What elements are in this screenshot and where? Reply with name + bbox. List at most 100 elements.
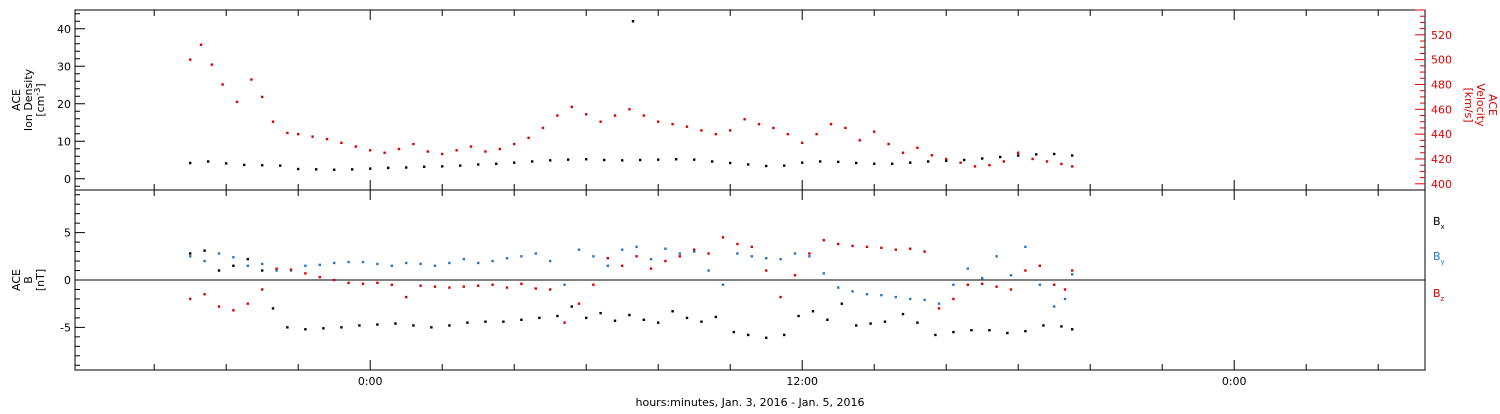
bx-point	[585, 316, 588, 320]
density-point	[549, 159, 552, 162]
bx-point	[520, 318, 523, 321]
bx-point	[797, 314, 800, 318]
velocity-point	[829, 123, 833, 126]
velocity-point	[1002, 160, 1005, 163]
bx-point	[1042, 324, 1045, 327]
velocity-point	[469, 145, 473, 148]
density-point	[441, 165, 444, 168]
bz-point	[981, 282, 984, 285]
bz-point	[808, 252, 811, 255]
bx-point	[783, 333, 786, 337]
velocity-point	[757, 123, 761, 126]
density-unit-label: [cm	[34, 96, 47, 117]
density-point	[909, 161, 912, 164]
density-axis-label: ACEIon Density[cm-3]	[10, 68, 47, 131]
bx-point	[883, 320, 887, 323]
by-point	[707, 269, 710, 272]
bx-point	[203, 249, 206, 252]
density-point	[243, 163, 246, 167]
velocity-point	[311, 135, 314, 138]
density-point	[657, 158, 660, 161]
bz-point	[678, 255, 681, 258]
velocity-point	[714, 132, 717, 136]
bx-point	[952, 330, 955, 334]
density-point	[783, 164, 786, 167]
bz-point	[534, 287, 537, 290]
velocity-point	[988, 163, 991, 167]
bz-point	[405, 295, 408, 299]
velocity-point	[210, 63, 213, 66]
by-point	[246, 264, 249, 267]
bx-point	[840, 302, 843, 305]
legend-subscript: z	[1441, 295, 1445, 303]
bx-point	[916, 321, 919, 324]
bz-point	[563, 321, 566, 324]
by-point	[275, 269, 278, 272]
bx-point	[826, 318, 829, 321]
velocity-axis-label: ACEVelocity[km/s]	[1462, 83, 1499, 127]
by-point	[477, 261, 480, 265]
velocity-point	[671, 123, 674, 126]
bx-point	[747, 333, 750, 337]
bx-point	[901, 312, 905, 316]
density-point	[1035, 153, 1038, 156]
velocity-point	[1017, 151, 1020, 154]
density-point	[315, 168, 318, 171]
density-point	[927, 160, 930, 163]
bz-point	[189, 297, 192, 301]
x-tick-label: 0:00	[1222, 375, 1247, 388]
bz-point	[707, 252, 710, 255]
by-point	[822, 272, 825, 275]
density-point	[729, 161, 732, 165]
by-point	[419, 262, 422, 266]
bz-point	[995, 285, 998, 288]
density-point	[1071, 154, 1074, 157]
velocity-point	[599, 120, 602, 123]
bx-point	[412, 324, 415, 327]
by-point	[549, 259, 552, 263]
velocity-tick-label: 420	[1431, 153, 1452, 166]
density-point	[801, 161, 804, 164]
bz-point	[635, 255, 638, 258]
density-unit-exponent: -3	[33, 88, 42, 96]
velocity-tick-label: 400	[1431, 178, 1452, 191]
density-point	[585, 158, 588, 161]
velocity-point	[286, 131, 289, 135]
by-point	[995, 255, 998, 258]
by-point	[261, 262, 264, 266]
velocity-point	[271, 120, 275, 123]
by-point	[851, 290, 854, 293]
density-point	[279, 164, 282, 167]
velocity-point	[772, 126, 775, 130]
b-tick-label: -5	[60, 321, 71, 334]
bz-point	[894, 248, 897, 251]
bx-point	[934, 333, 937, 337]
bx-point	[1060, 325, 1063, 328]
bz-point	[333, 278, 336, 282]
velocity-point	[815, 132, 818, 136]
bz-point	[577, 302, 581, 305]
density-unit-close: ]	[34, 83, 47, 87]
density-point	[765, 164, 768, 168]
by-point	[462, 257, 465, 261]
bz-point	[1009, 288, 1013, 291]
velocity-point	[1045, 160, 1049, 163]
velocity-point	[945, 157, 948, 161]
density-point	[603, 158, 606, 162]
by-point	[347, 260, 350, 264]
bz-point	[462, 285, 465, 288]
bz-point	[232, 309, 235, 312]
bx-point	[570, 305, 573, 308]
bz-point	[952, 297, 955, 301]
bz-point	[592, 283, 595, 286]
time-axis: 0:00 12:00 0:00 hours:minutes, Jan. 3, 2016…	[153, 10, 1379, 409]
bz-point	[1063, 288, 1067, 291]
density-point	[981, 157, 984, 160]
density-point	[1053, 152, 1056, 156]
bx-point	[732, 330, 735, 334]
bx-point	[358, 324, 361, 327]
density-point	[621, 159, 624, 162]
velocity-point	[340, 141, 343, 145]
